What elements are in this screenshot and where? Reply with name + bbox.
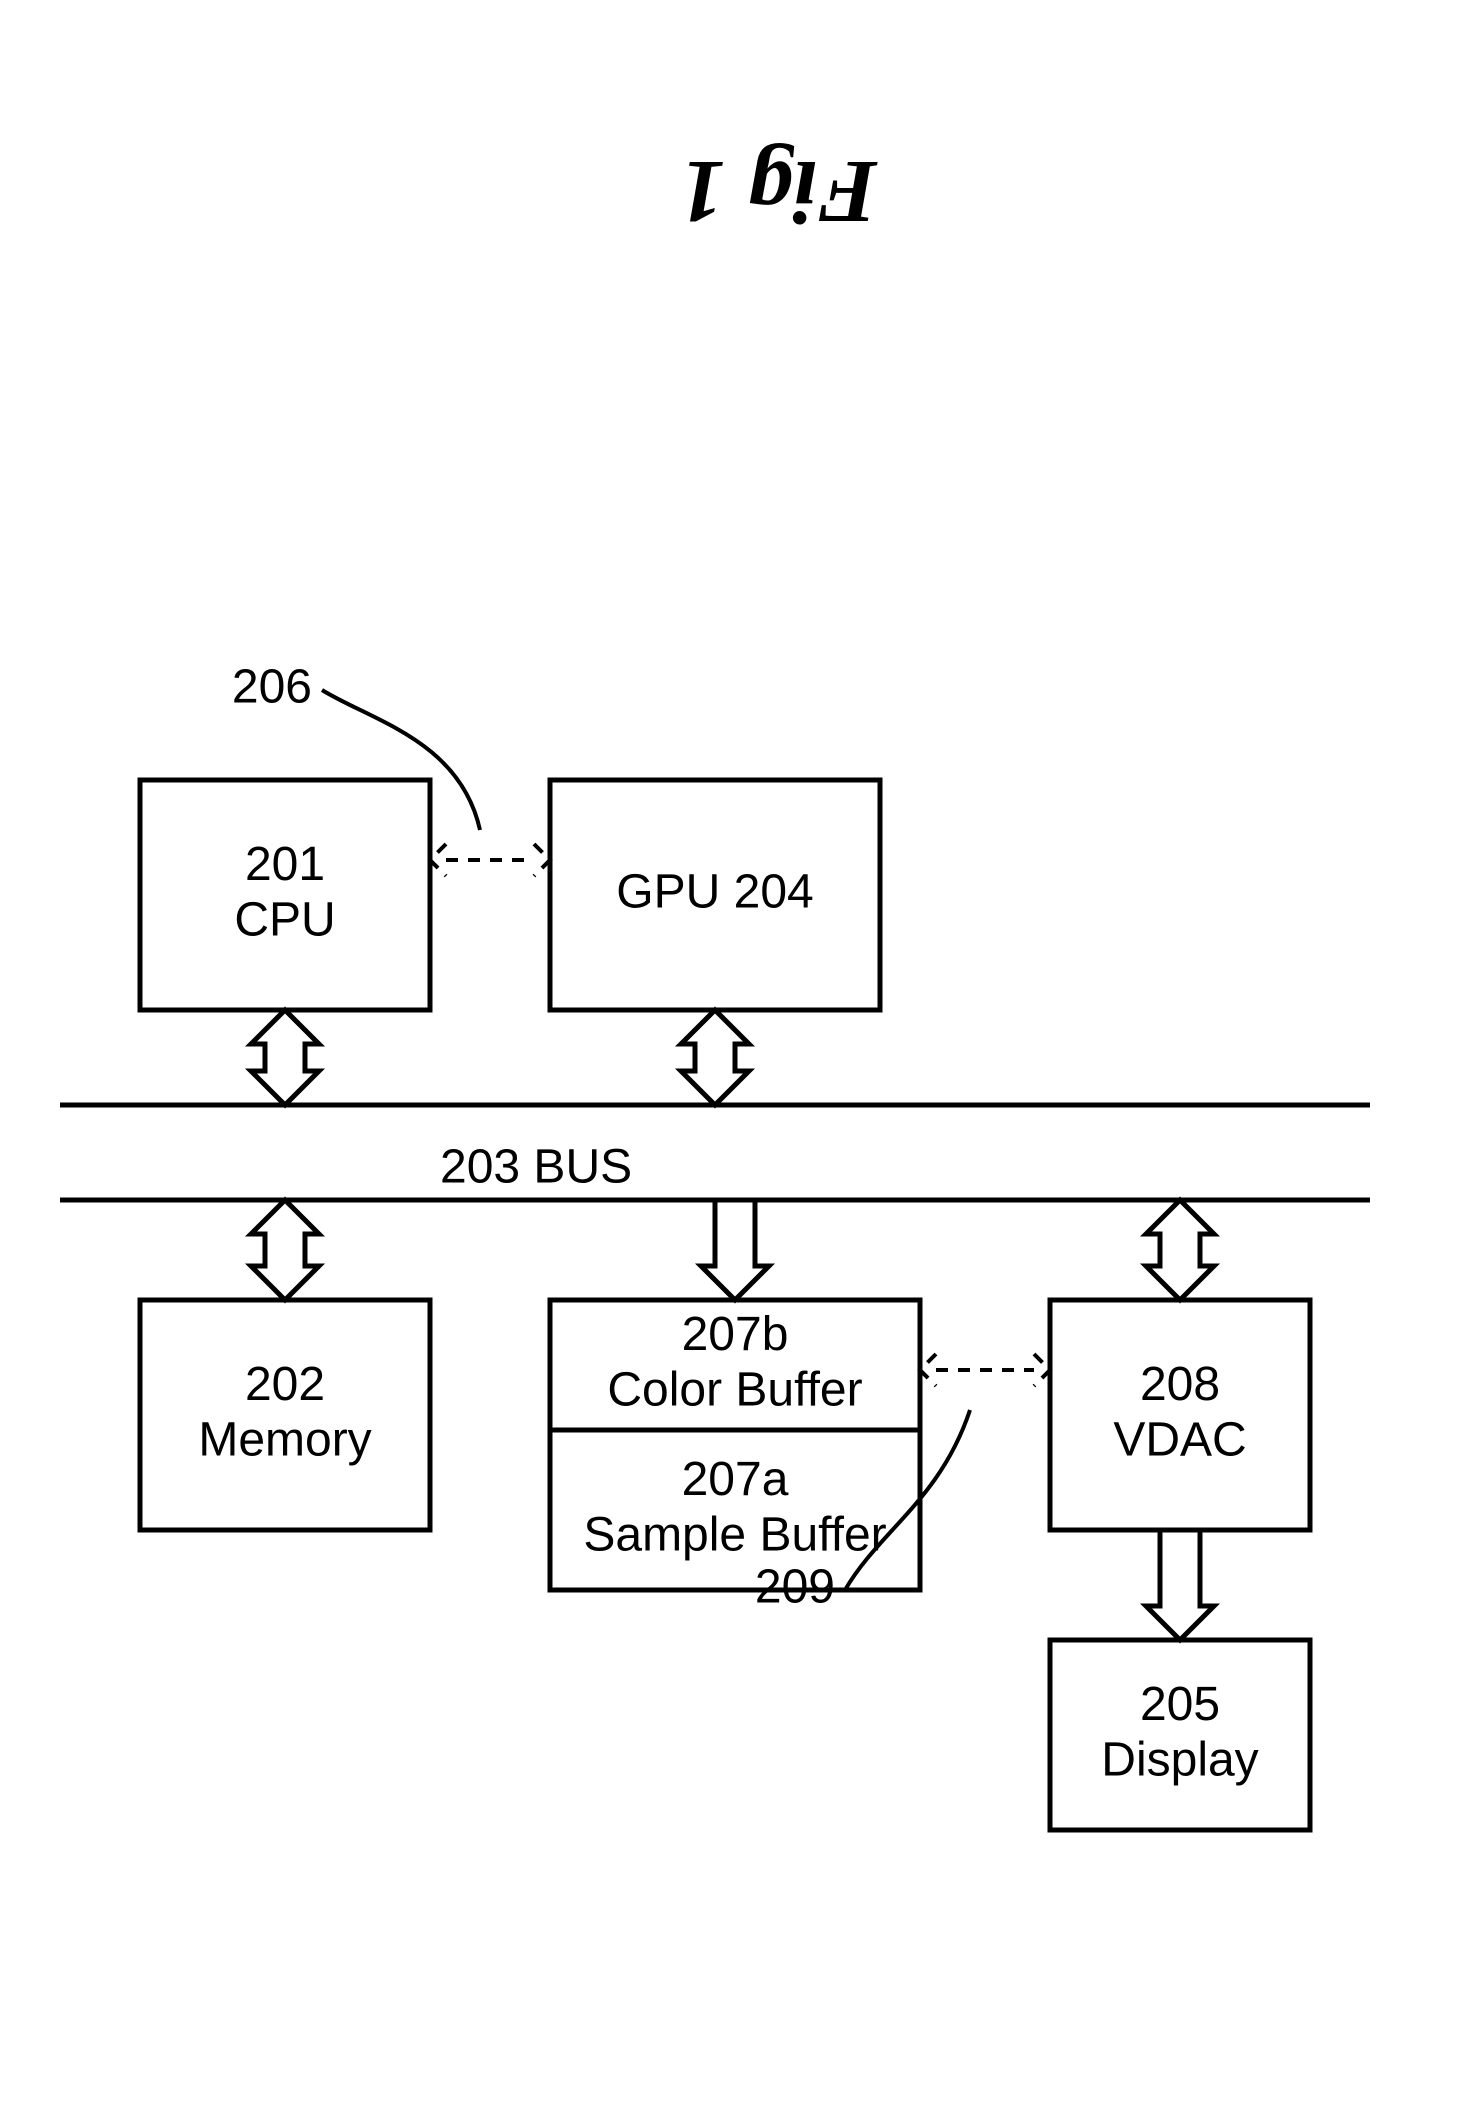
box-display-line-0: 205	[1140, 1678, 1220, 1731]
page: Fig 1 203 BUS201CPUGPU 204202Memory207bC…	[0, 0, 1473, 2122]
box-memory-line-1: Memory	[198, 1413, 371, 1466]
arrow	[251, 1200, 319, 1300]
callout-209-label: 209	[755, 1561, 835, 1614]
arrow	[681, 1010, 749, 1105]
box-cpu-line-1: CPU	[234, 893, 335, 946]
box-vdac-line-0: 208	[1140, 1358, 1220, 1411]
box-sample_buffer-line-0: 207a	[682, 1453, 789, 1506]
box-gpu-line-0: GPU 204	[616, 866, 813, 919]
box-memory-line-0: 202	[245, 1358, 325, 1411]
callout-206-label: 206	[232, 661, 312, 714]
bus-label: 203 BUS	[440, 1141, 632, 1194]
arrow	[1146, 1530, 1214, 1640]
arrow	[251, 1010, 319, 1105]
box-color_buffer-line-1: Color Buffer	[607, 1363, 862, 1416]
diagram-svg: 203 BUS 201CPU GPU 204 202Memory 207bColor B…	[0, 0, 1473, 2122]
box-vdac-line-1: VDAC	[1113, 1413, 1246, 1466]
box-color_buffer-line-0: 207b	[682, 1308, 789, 1361]
box-display-line-1: Display	[1101, 1733, 1258, 1786]
arrow	[1146, 1200, 1214, 1300]
arrow	[701, 1200, 769, 1300]
box-sample_buffer-line-1: Sample Buffer	[583, 1508, 886, 1561]
box-cpu-line-0: 201	[245, 838, 325, 891]
